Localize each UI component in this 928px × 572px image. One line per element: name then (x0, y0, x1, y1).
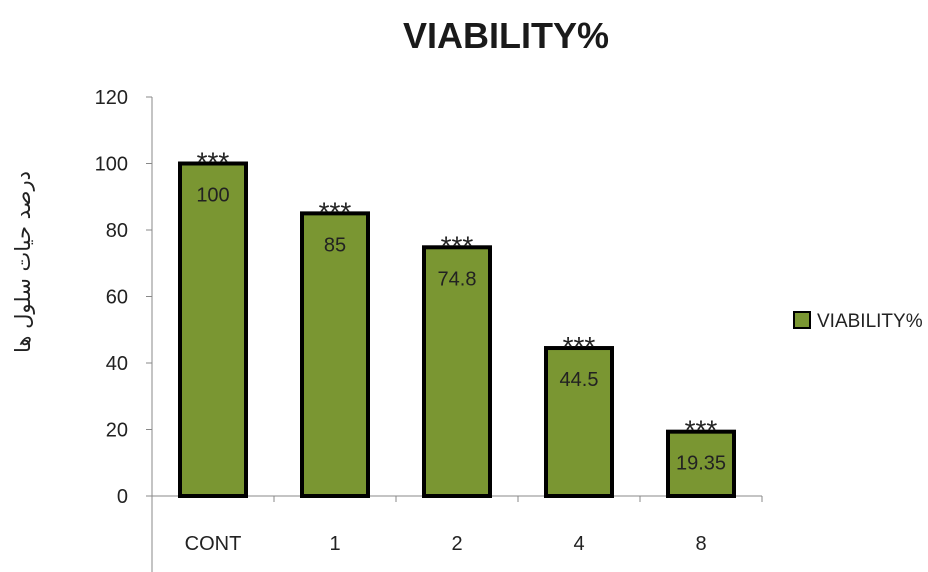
bar-value-label: 19.35 (676, 453, 726, 475)
bars: 100 *** 85 *** 74.8 *** 44.5 *** 19.35 *** (178, 147, 736, 499)
significance-label: *** (441, 230, 474, 261)
bar-value-label: 100 (196, 185, 229, 207)
bar (178, 161, 248, 498)
y-tick-label: 120 (95, 87, 128, 109)
bar-value-label: 85 (324, 234, 346, 256)
y-tick-label: 40 (106, 353, 128, 375)
x-ticks: CONT 1 2 4 8 (185, 496, 763, 555)
legend-label: VIABILITY% (817, 311, 923, 332)
y-tick-label: 80 (106, 220, 128, 242)
x-tick-label: 1 (329, 533, 340, 555)
legend-swatch (793, 311, 811, 329)
significance-label: *** (563, 331, 596, 362)
legend: VIABILITY% (793, 311, 923, 332)
x-tick-label: 2 (451, 533, 462, 555)
significance-label: *** (685, 415, 718, 446)
y-tick-label: 20 (106, 420, 128, 442)
x-tick-label: 8 (695, 533, 706, 555)
x-tick-label: 4 (573, 533, 584, 555)
significance-label: *** (319, 196, 352, 227)
bar (544, 346, 614, 498)
bar (422, 245, 492, 498)
significance-label: *** (197, 147, 230, 178)
y-tick-label: 100 (95, 154, 128, 176)
y-tick-label: 60 (106, 287, 128, 309)
bar-value-label: 44.5 (560, 369, 599, 391)
bar (666, 429, 736, 499)
bar (300, 211, 370, 498)
chart-title: VIABILITY% (403, 15, 609, 56)
y-ticks: 0 20 40 60 80 100 120 (95, 87, 152, 508)
y-tick-label: 0 (117, 486, 128, 508)
x-tick-label: CONT (185, 533, 242, 555)
bar-value-label: 74.8 (438, 268, 477, 290)
y-axis-label: درصد حیات سلول ها (11, 171, 35, 353)
